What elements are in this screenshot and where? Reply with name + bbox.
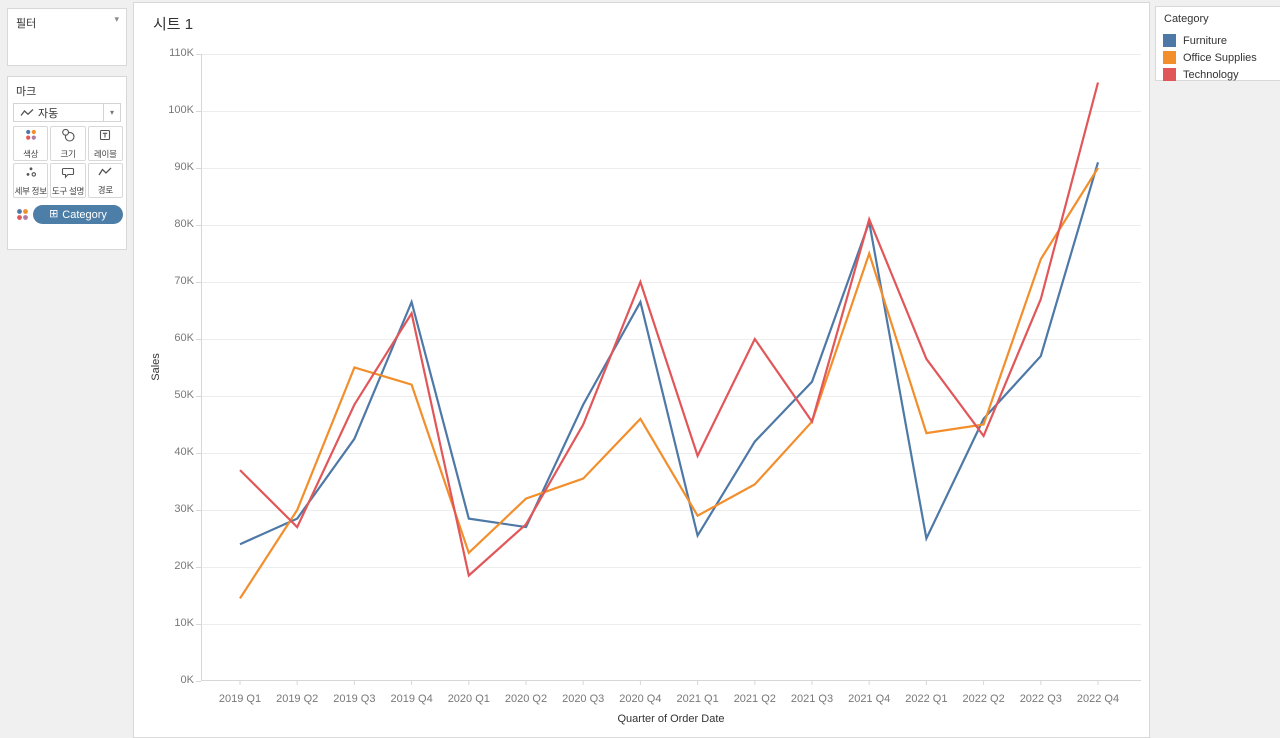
x-tick-label: 2019 Q2 <box>276 693 319 705</box>
x-tick-label: 2022 Q1 <box>905 693 948 705</box>
mark-type-value: 자동 <box>38 107 59 120</box>
series-line-furniture[interactable] <box>239 161 1100 546</box>
legend-label: Technology <box>1183 68 1239 81</box>
color-button[interactable]: 색상 <box>13 126 49 161</box>
x-tick-label: 2020 Q3 <box>562 693 605 705</box>
size-button[interactable]: 크기 <box>50 126 86 161</box>
y-tick-label: 40K <box>174 446 194 458</box>
y-tick-label: 80K <box>174 218 194 230</box>
line-mark-icon <box>20 108 34 118</box>
legend-item-office-supplies[interactable]: Office Supplies <box>1163 49 1257 66</box>
mark-button-label: 경로 <box>97 185 113 195</box>
y-tick-label: 60K <box>174 332 194 344</box>
mark-type-dropdown[interactable]: 자동 ▾ <box>13 103 121 122</box>
legend-items: Furniture Office Supplies Technology <box>1163 32 1257 83</box>
x-tick-label: 2022 Q2 <box>962 693 1005 705</box>
legend-item-furniture[interactable]: Furniture <box>1163 32 1257 49</box>
y-tick-label: 20K <box>174 560 194 572</box>
sheet-card: 시트 1 Sales Quarter of Order Date 0K 10K 20… <box>133 2 1150 738</box>
x-tick-label: 2020 Q2 <box>504 693 548 705</box>
x-tick-label: 2021 Q3 <box>790 693 834 705</box>
detail-button[interactable]: 세부 정보 <box>13 163 49 198</box>
chevron-down-icon[interactable]: ▾ <box>114 14 119 24</box>
sheet-title: 시트 1 <box>153 16 194 33</box>
label-icon <box>98 128 112 147</box>
color-icon <box>24 128 38 147</box>
y-tick-label: 50K <box>174 389 194 401</box>
filter-card-title: 필터 <box>16 18 37 30</box>
mark-button-label: 레이블 <box>94 148 117 159</box>
size-icon <box>61 128 75 147</box>
legend-item-technology[interactable]: Technology <box>1163 66 1257 83</box>
y-tick-label: 10K <box>174 617 194 629</box>
x-tick-label: 2020 Q1 <box>447 693 490 705</box>
x-axis-title: Quarter of Order Date <box>617 713 725 725</box>
y-tick-label: 0K <box>180 674 194 686</box>
series-line-technology[interactable] <box>239 82 1100 578</box>
category-pill[interactable]: ⊞ Category <box>33 205 123 224</box>
legend-swatch <box>1163 51 1176 64</box>
x-tick-label: 2021 Q1 <box>676 693 719 705</box>
tooltip-icon <box>61 165 75 184</box>
legend-label: Office Supplies <box>1183 51 1257 64</box>
y-tick-label: 70K <box>174 275 194 287</box>
x-tick-label: 2019 Q4 <box>390 693 433 705</box>
y-tick-label: 90K <box>174 161 194 173</box>
path-button[interactable]: 경로 <box>87 163 123 198</box>
detail-icon <box>24 165 38 184</box>
x-tick-label: 2021 Q2 <box>733 693 776 705</box>
x-tick-label: 2019 Q3 <box>333 693 376 705</box>
x-tick-label: 2021 Q4 <box>848 693 891 705</box>
mark-button-label: 크기 <box>60 148 76 159</box>
y-tick-label: 30K <box>174 503 194 515</box>
legend-label: Furniture <box>1183 34 1228 47</box>
mark-button-label: 색상 <box>23 148 39 159</box>
color-dots-icon <box>15 207 30 222</box>
mark-button-label: 도구 설명 <box>51 185 85 196</box>
mark-button-label: 세부 정보 <box>14 185 47 196</box>
legend-swatch <box>1163 68 1176 81</box>
category-pill-label: Category <box>62 208 107 221</box>
y-tick-label: 100K <box>168 104 194 116</box>
color-shelf-row: ⊞ Category <box>15 205 123 224</box>
x-tick-label: 2020 Q4 <box>619 693 662 705</box>
x-tick-label: 2022 Q4 <box>1076 693 1120 705</box>
x-tick-label: 2019 Q1 <box>218 693 262 705</box>
sales-line-chart[interactable] <box>193 54 1141 688</box>
expand-plus-icon[interactable]: ⊞ <box>49 208 59 220</box>
legend-swatch <box>1163 34 1176 47</box>
y-tick-label: 110K <box>169 47 194 59</box>
path-icon <box>98 165 112 183</box>
chevron-down-icon[interactable]: ▾ <box>103 104 120 121</box>
legend-card: Category Furniture Office Supplies Technol… <box>1155 6 1280 81</box>
x-tick-label: 2022 Q3 <box>1019 693 1062 705</box>
marks-card-title: 마크 <box>16 86 37 98</box>
series-line-office-supplies[interactable] <box>239 167 1099 599</box>
legend-title: Category <box>1164 13 1209 25</box>
label-button[interactable]: 레이블 <box>87 126 123 161</box>
filter-card: 필터 ▾ <box>7 8 127 66</box>
tooltip-button[interactable]: 도구 설명 <box>50 163 86 198</box>
